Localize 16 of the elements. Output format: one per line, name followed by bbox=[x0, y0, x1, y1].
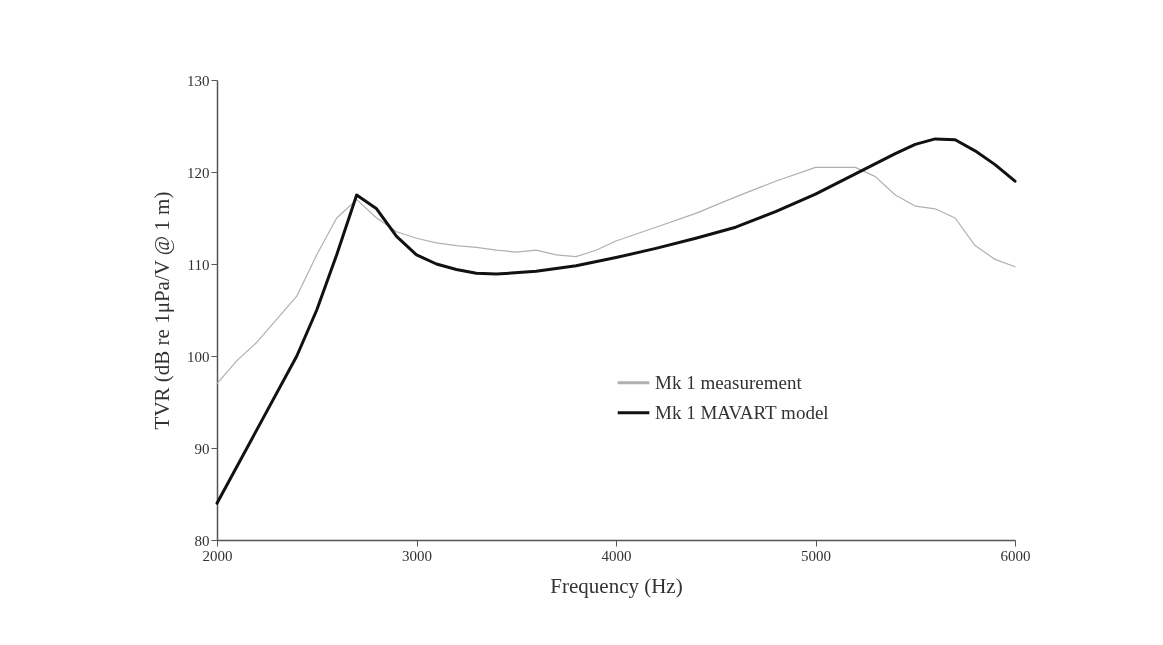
x-tick-label: 6000 bbox=[1000, 547, 1031, 564]
x-tick-label: 5000 bbox=[801, 547, 831, 564]
x-axis-title: Frequency (Hz) bbox=[550, 573, 683, 598]
x-tick-label: 3000 bbox=[402, 547, 432, 564]
y-tick-label: 110 bbox=[187, 256, 210, 273]
y-tick-label: 120 bbox=[187, 164, 210, 181]
line-series bbox=[215, 137, 1017, 505]
y-axis-title: TVR (dB re 1μPa/V @ 1 m) bbox=[150, 191, 174, 430]
y-tick-label: 80 bbox=[194, 532, 210, 549]
y-tick-label: 130 bbox=[187, 72, 210, 89]
y-tick-label: 90 bbox=[194, 440, 210, 457]
y-tick-label: 100 bbox=[187, 348, 210, 365]
x-tick-label: 2000 bbox=[202, 547, 233, 564]
legend-label: Mk 1 MAVART model bbox=[655, 401, 829, 423]
x-tick-label: 4000 bbox=[601, 547, 632, 564]
legend-label: Mk 1 measurement bbox=[655, 371, 803, 393]
